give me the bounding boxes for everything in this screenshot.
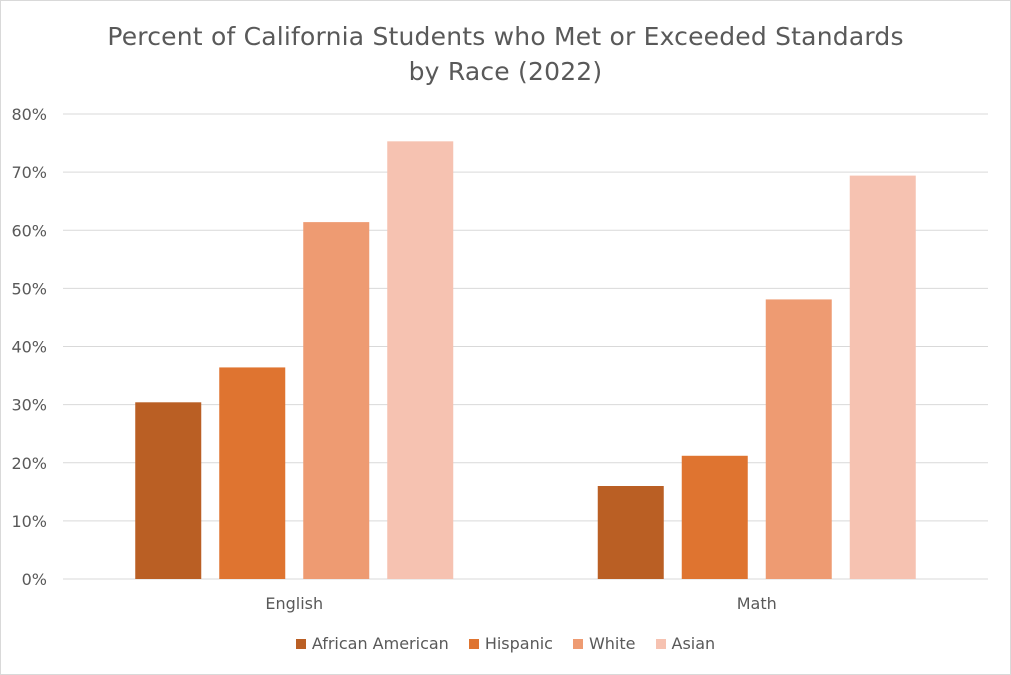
y-tick-label: 20%: [11, 454, 47, 473]
x-tick-label: Math: [737, 594, 777, 613]
x-tick-label: English: [265, 594, 323, 613]
bar-asian-math: [849, 175, 916, 580]
legend-item: Hispanic: [468, 634, 553, 653]
bar-asian-english: [387, 141, 454, 579]
bar-african-american-english: [135, 402, 202, 579]
legend-label: Asian: [671, 634, 716, 653]
legend-swatch: [655, 638, 666, 649]
legend-swatch: [295, 638, 306, 649]
legend-swatch: [572, 638, 583, 649]
bar-hispanic-english: [219, 367, 286, 579]
bar-white-english: [303, 222, 370, 580]
y-tick-label: 30%: [11, 396, 47, 415]
y-tick-label: 10%: [11, 512, 47, 531]
y-tick-label: 70%: [11, 163, 47, 182]
bar-white-math: [765, 299, 832, 579]
legend-item: African American: [295, 634, 449, 653]
y-tick-label: 60%: [11, 221, 47, 240]
legend-label: African American: [311, 634, 449, 653]
chart-title: Percent of California Students who Met o…: [61, 19, 950, 89]
legend-item: White: [572, 634, 636, 653]
chart-title-text: Percent of California Students who Met o…: [107, 22, 904, 86]
bar-african-american-math: [597, 486, 664, 579]
legend-label: White: [588, 634, 636, 653]
y-tick-label: 50%: [11, 279, 47, 298]
bar-hispanic-math: [681, 455, 748, 579]
legend: African American Hispanic White Asian: [1, 634, 1010, 653]
legend-label: Hispanic: [484, 634, 553, 653]
legend-swatch: [468, 638, 479, 649]
y-tick-label: 0%: [22, 570, 47, 589]
y-tick-label: 80%: [11, 105, 47, 124]
legend-item: Asian: [655, 634, 716, 653]
y-tick-label: 40%: [11, 338, 47, 357]
